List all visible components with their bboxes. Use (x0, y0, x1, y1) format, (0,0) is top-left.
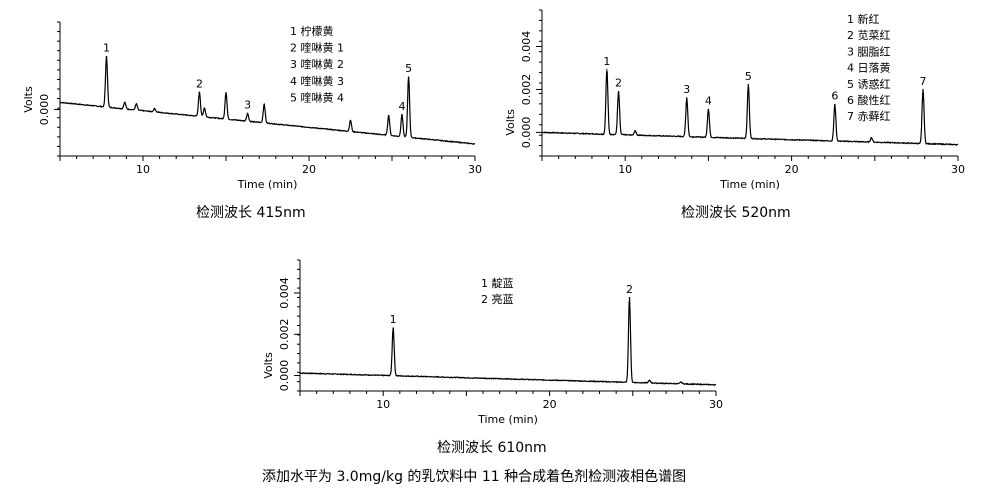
peak-point (407, 76, 410, 78)
caption-415nm: 检测波长 415nm (196, 205, 306, 221)
x-tick-label: 30 (468, 163, 482, 176)
caption-520nm: 检测波长 520nm (681, 205, 791, 221)
peak-point (685, 97, 688, 99)
y-tick-label: 0.002 (278, 319, 291, 351)
peak-point (263, 103, 265, 106)
peak-point (203, 107, 206, 109)
peak-label-3: 3 (683, 83, 690, 96)
legend-entry: 2 苋菜红 (847, 29, 891, 42)
y-tick-label: 0.000 (38, 94, 51, 126)
peak-point (105, 55, 108, 58)
x-tick-label: 30 (709, 398, 723, 411)
figure-caption: 添加水平为 3.0mg/kg 的乳饮料中 11 种合成着色剂检测液相色谱图 (262, 469, 687, 485)
peak-point (834, 103, 836, 106)
legend-entry: 5 诱惑红 (847, 77, 891, 91)
chromatogram-trace (60, 56, 476, 146)
peak-point (246, 112, 249, 115)
peak-label-2: 2 (196, 77, 203, 90)
peak-label-7: 7 (920, 75, 927, 88)
y-tick-label: 0.004 (278, 277, 291, 309)
y-axis-label: Volts (504, 109, 517, 136)
x-tick-label: 20 (543, 398, 557, 411)
x-tick-label: 10 (618, 163, 632, 176)
peak-point (198, 91, 201, 94)
chromatogram-trace (541, 70, 958, 146)
peak-point (225, 91, 227, 94)
x-axis-label: Time (min) (477, 413, 538, 426)
peak-point (648, 379, 651, 382)
x-tick-label: 20 (302, 163, 316, 176)
x-tick-label: 10 (376, 398, 390, 411)
peak-point (123, 101, 126, 104)
legend-entry: 4 喹啉黄 3 (290, 74, 344, 88)
peak-label-2: 2 (626, 283, 633, 296)
x-axis-label: Time (min) (237, 178, 298, 191)
peak-point (617, 90, 620, 93)
legend-entry: 7 赤藓红 (847, 110, 891, 123)
y-tick-label: 0.004 (520, 31, 533, 63)
x-tick-label: 20 (785, 163, 799, 176)
peak-label-3: 3 (244, 99, 251, 112)
y-tick-label: 0.000 (278, 360, 291, 392)
peak-point (392, 327, 394, 330)
peak-label-4: 4 (705, 94, 712, 107)
peak-point (628, 296, 631, 299)
legend-entry: 4 日落黄 (847, 61, 891, 75)
legend-entry: 2 亮蓝 (481, 292, 514, 306)
peak-label-1: 1 (390, 313, 397, 326)
y-tick-label: 0.000 (520, 117, 533, 149)
peak-label-4: 4 (398, 100, 405, 113)
peak-label-1: 1 (103, 42, 110, 55)
y-axis-label: Volts (262, 352, 275, 379)
peak-point (634, 130, 636, 132)
legend-entry: 3 喹啉黄 2 (290, 57, 344, 71)
peak-label-1: 1 (603, 55, 610, 68)
peak-point (606, 69, 608, 71)
peak-label-5: 5 (745, 70, 752, 83)
y-axis-label: Volts (22, 86, 35, 113)
legend-entry: 6 酸性红 (847, 93, 891, 107)
chromatogram-trace (299, 298, 717, 387)
x-tick-label: 10 (136, 163, 150, 176)
legend-entry: 2 喹啉黄 1 (290, 41, 344, 55)
peak-point (707, 108, 710, 111)
peak-point (387, 114, 390, 117)
legend-entry: 1 靛蓝 (481, 276, 514, 290)
caption-610nm: 检测波长 610nm (437, 440, 547, 456)
peak-label-2: 2 (615, 77, 622, 90)
peak-point (135, 103, 138, 105)
peak-point (401, 113, 403, 116)
peak-point (680, 381, 682, 383)
legend-entry: 5 喹啉黄 4 (290, 90, 344, 104)
peak-label-5: 5 (405, 62, 412, 75)
peak-point (153, 107, 156, 110)
x-tick-label: 30 (951, 163, 965, 176)
legend-entry: 1 新红 (847, 12, 880, 26)
legend-entry: 3 胭脂红 (847, 44, 891, 58)
peak-point (922, 89, 924, 91)
peak-label-6: 6 (831, 89, 838, 102)
peak-point (870, 136, 873, 139)
y-tick-label: 0.002 (520, 74, 533, 106)
legend-entry: 1 柠檬黄 (290, 24, 334, 38)
peak-point (747, 83, 750, 86)
x-axis-label: Time (min) (719, 178, 780, 191)
peak-point (349, 119, 352, 122)
